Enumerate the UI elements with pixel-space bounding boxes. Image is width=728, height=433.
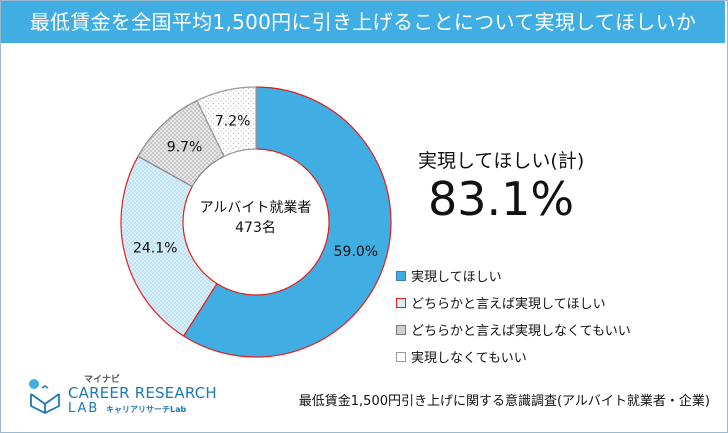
legend-swatch-2 <box>396 297 406 308</box>
source-note: 最低賃金1,500円引き上げに関する意識調査(アルバイト就業者・企業) <box>298 394 710 409</box>
legend-label-4: 実現しなくてもいい <box>411 351 527 366</box>
legend-label-3: どちらかと言えば実現しなくてもいい <box>411 324 631 339</box>
legend-swatch-1 <box>396 270 406 281</box>
legend-item: 実現してほしい <box>396 262 631 289</box>
donut-center-label: アルバイト就業者 473名 <box>198 198 313 238</box>
logo-main-text: CAREER RESEARCH <box>68 384 217 402</box>
slice-value-label-4: 7.2% <box>215 114 251 130</box>
slice-value-label-2: 24.1% <box>133 241 177 257</box>
logo: マイナビ CAREER RESEARCH LAB キャリアリサーチLab <box>28 372 228 420</box>
summary-value: 83.1% <box>428 172 575 226</box>
slice-value-label-3: 9.7% <box>167 139 203 155</box>
slice-value-label-1: 59.0% <box>334 244 378 260</box>
legend-label-2: どちらかと言えば実現してほしい <box>411 297 606 312</box>
center-group-label: アルバイト就業者 <box>199 200 312 216</box>
chart-legend: 実現してほしい どちらかと言えば実現してほしい どちらかと言えば実現しなくてもい… <box>396 262 631 370</box>
chart-title: 最低賃金を全国平均1,500円に引き上げることについて実現してほしいか <box>1 1 725 43</box>
logo-small-text: マイナビ <box>84 375 120 385</box>
legend-swatch-4 <box>396 351 406 362</box>
legend-item: どちらかと言えば実現しなくてもいい <box>396 316 631 343</box>
legend-item: どちらかと言えば実現してほしい <box>396 289 631 316</box>
legend-label-1: 実現してほしい <box>411 270 502 285</box>
logo-mark-icon <box>29 379 60 414</box>
logo-sub-text: キャリアリサーチLab <box>106 405 187 414</box>
donut-slice-1 <box>182 86 392 358</box>
donut-slice-2 <box>120 155 218 337</box>
center-count: 473名 <box>235 220 276 236</box>
logo-lab-text: LAB <box>68 401 100 416</box>
summary-label: 実現してほしい(計) <box>418 150 585 172</box>
donut-slice-4 <box>196 86 257 158</box>
legend-swatch-3 <box>396 324 406 335</box>
legend-item: 実現しなくてもいい <box>396 343 631 370</box>
